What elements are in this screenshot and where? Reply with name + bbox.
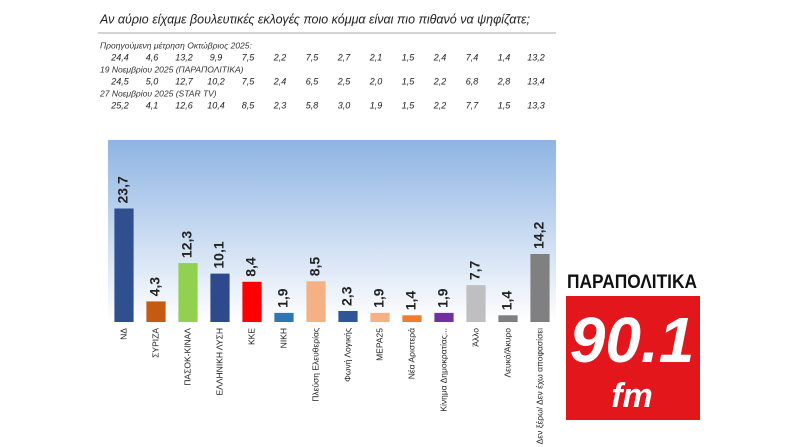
logo: ΠΑΡΑΠΟΛΙΤΙΚΑ 90.1 fm [566, 272, 700, 420]
comparison-value: 1,5 [402, 100, 416, 110]
x-tick-label: Κίνημα Δημοκρατίας... [438, 328, 448, 412]
bar [466, 285, 486, 322]
comparison-value: 7,7 [466, 100, 480, 110]
x-tick-label: ΕΛΛΗΝΙΚΗ ΛΥΣΗ [214, 328, 224, 395]
logo-brand: ΠΑΡΑΠΟΛΙΤΙΚΑ [567, 272, 697, 293]
x-tick-label: ΜΕΡΑ25 [374, 328, 384, 361]
comparison-value: 12,6 [175, 100, 193, 110]
comparison-label: 27 Νοεμβρίου 2025 (STAR TV) [99, 88, 217, 98]
value-label: 7,7 [467, 260, 483, 280]
bar [498, 315, 518, 322]
comparison-value: 1,9 [370, 100, 383, 110]
logo-box [566, 296, 700, 420]
bar [370, 312, 390, 322]
chart-title: Αν αύριο είχαμε βουλευτικές εκλογές ποιο… [99, 12, 531, 26]
value-label: 1,9 [275, 288, 291, 308]
bar [146, 301, 166, 322]
comparison-value: 2,8 [497, 76, 511, 86]
comparison-value: 3,0 [338, 100, 351, 110]
bar [210, 273, 230, 322]
x-tick-label: ΝΔ [118, 328, 128, 340]
comparison-value: 5,0 [146, 76, 159, 86]
value-label: 1,4 [403, 291, 419, 311]
comparison-value: 4,1 [146, 100, 159, 110]
x-tick-label: ΝΙΚΗ [278, 328, 288, 348]
comparison-value: 7,5 [242, 76, 256, 86]
bar [178, 263, 198, 322]
plot-area [108, 140, 556, 322]
bar [274, 312, 294, 322]
bar [338, 310, 358, 322]
value-label: 1,9 [435, 288, 451, 308]
value-label: 23,7 [115, 176, 131, 203]
comparison-value: 7,4 [466, 52, 479, 62]
comparison-value: 24,4 [110, 52, 129, 62]
comparison-value: 8,5 [242, 100, 256, 110]
comparison-value: 2,3 [273, 100, 287, 110]
x-tick-label: ΣΥΡΙΖΑ [150, 328, 160, 358]
comparison-value: 2,4 [273, 76, 287, 86]
comparison-value: 1,5 [498, 100, 512, 110]
value-label: 1,4 [499, 291, 515, 311]
logo-band: fm [611, 377, 653, 415]
comparison-value: 1,5 [402, 76, 416, 86]
comparison-label: 19 Νοεμβρίου 2025 (ΠΑΡΑΠΟΛΙΤΙΚΑ) [100, 64, 244, 74]
value-label: 14,2 [531, 222, 547, 249]
value-label: 1,9 [371, 288, 387, 308]
x-tick-label: Άλλο [470, 328, 480, 347]
comparison-value: 2,7 [337, 52, 352, 62]
comparison-value: 10,2 [207, 76, 225, 86]
comparison-label: Προηγούμενη μέτρηση Οκτώβριος 2025: [100, 40, 252, 50]
bar [530, 253, 550, 322]
comparison-value: 1,4 [498, 52, 511, 62]
bar [242, 281, 262, 322]
comparison-value: 5,8 [306, 100, 319, 110]
value-label: 8,4 [243, 257, 259, 277]
comparison-value: 2,2 [273, 52, 287, 62]
comparison-value: 2,2 [433, 100, 447, 110]
x-tick-label: Φωνή Λογικής [342, 328, 352, 382]
x-tick-label: ΚΚΕ [246, 328, 256, 345]
value-label: 2,3 [339, 286, 355, 306]
x-tick-label: ΠΑΣΟΚ-ΚΙΝΑΛ [182, 328, 192, 386]
comparison-value: 6,5 [306, 76, 320, 86]
bar [402, 315, 422, 322]
x-tick-label: Νέα Αριστερά [406, 328, 416, 379]
comparison-value: 9,9 [210, 52, 223, 62]
comparison-value: 12,7 [175, 76, 194, 86]
bar [114, 208, 134, 322]
comparison-value: 13,2 [175, 52, 193, 62]
comparison-value: 7,5 [306, 52, 320, 62]
value-label: 4,3 [147, 277, 163, 297]
comparison-value: 13,2 [527, 52, 545, 62]
comparison-value: 7,5 [242, 52, 256, 62]
comparison-value: 4,6 [146, 52, 159, 62]
comparison-value: 2,2 [433, 76, 447, 86]
value-label: 8,5 [307, 257, 323, 277]
comparison-value: 6,8 [466, 76, 479, 86]
comparison-value: 2,5 [337, 76, 352, 86]
x-tick-label: Δεν ξέρω/ Δεν έχω αποφασίσει [534, 328, 544, 444]
value-label: 10,1 [211, 241, 227, 268]
comparison-value: 10,4 [207, 100, 225, 110]
x-tick-label: Λευκό/Άκυρο [502, 328, 512, 378]
comparison-value: 24,5 [110, 76, 130, 86]
comparison-value: 2,0 [369, 76, 383, 86]
comparison-value: 13,4 [527, 76, 545, 86]
comparison-value: 13,3 [527, 100, 545, 110]
comparison-value: 2,4 [433, 52, 447, 62]
bar [434, 312, 454, 322]
value-label: 12,3 [179, 231, 195, 258]
comparison-value: 1,5 [402, 52, 416, 62]
comparison-value: 25,2 [110, 100, 129, 110]
x-tick-label: Πλεύση Ελευθερίας [310, 328, 320, 402]
bar [306, 281, 326, 322]
logo-frequency: 90.1 [570, 304, 695, 376]
comparison-value: 2,1 [369, 52, 383, 62]
